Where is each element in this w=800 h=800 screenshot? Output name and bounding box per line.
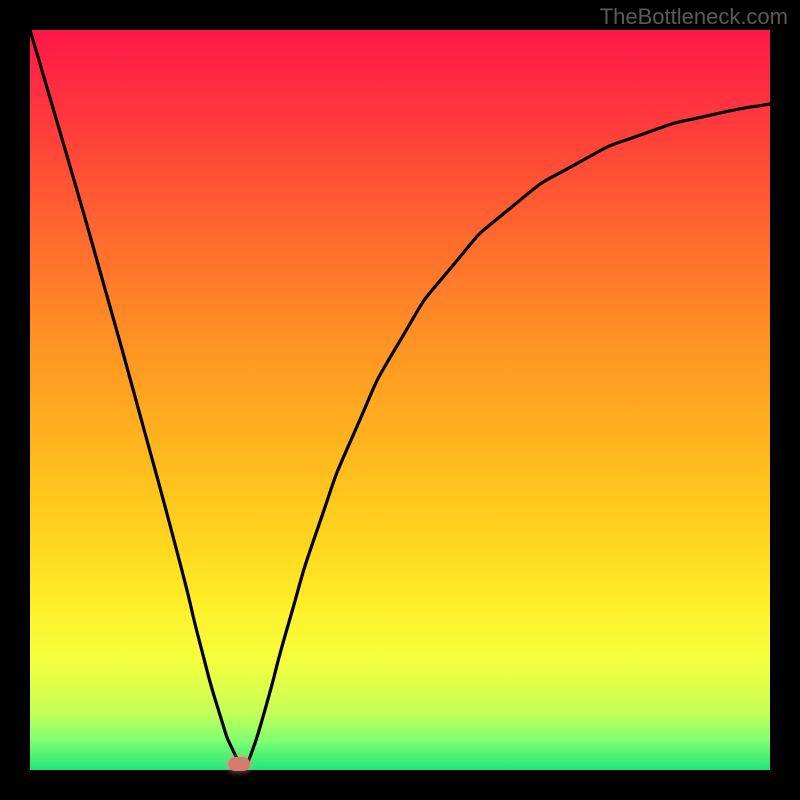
watermark-text: TheBottleneck.com [600,4,788,30]
curve-left-branch [30,30,245,766]
curve-svg [30,30,770,770]
curve-right-branch [245,104,770,766]
minimum-marker [228,757,250,771]
plot-area [30,30,770,770]
chart-container: TheBottleneck.com [0,0,800,800]
